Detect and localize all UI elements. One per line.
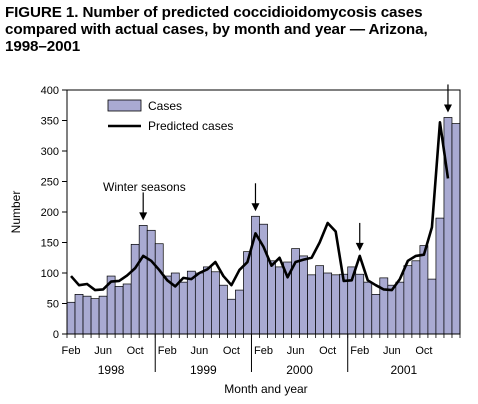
bar bbox=[363, 281, 373, 335]
bar bbox=[211, 271, 220, 335]
winter-arrows bbox=[139, 84, 452, 251]
bar bbox=[339, 273, 349, 335]
legend-cases-swatch bbox=[107, 99, 142, 112]
y-tick-label: 400 bbox=[41, 85, 59, 97]
bar bbox=[154, 243, 164, 335]
bar bbox=[403, 265, 413, 335]
bar bbox=[162, 275, 172, 335]
bar bbox=[451, 123, 461, 335]
year-label: 2001 bbox=[391, 363, 418, 377]
plot-frame bbox=[66, 89, 461, 335]
year-label: 2000 bbox=[286, 363, 313, 377]
bar bbox=[427, 278, 437, 335]
predicted-cases-line bbox=[70, 121, 450, 292]
arrow-head bbox=[251, 203, 260, 212]
bar bbox=[371, 294, 381, 335]
bar bbox=[307, 274, 316, 335]
y-tick-label: 0 bbox=[53, 329, 59, 341]
bar bbox=[138, 225, 148, 335]
bar bbox=[82, 295, 92, 335]
x-axis: Feb Jun Oct Feb Jun Oct Feb Jun Oct Feb Jun Oct1998… bbox=[62, 334, 461, 377]
legend-predicted-label: Predicted cases bbox=[148, 119, 233, 133]
month-tick-label: Feb bbox=[62, 345, 81, 357]
bar bbox=[122, 283, 132, 335]
month-tick-label: Jun bbox=[190, 345, 208, 357]
month-tick-label: Feb bbox=[158, 345, 177, 357]
bar bbox=[267, 260, 276, 335]
bar bbox=[435, 217, 445, 335]
arrow-head bbox=[443, 104, 452, 113]
bar bbox=[130, 243, 140, 335]
y-tick-label: 100 bbox=[41, 268, 59, 280]
bar bbox=[194, 272, 204, 335]
bar bbox=[379, 277, 389, 335]
year-label: 1998 bbox=[98, 363, 125, 377]
month-tick-label: Feb bbox=[350, 345, 369, 357]
arrow-head bbox=[139, 212, 148, 221]
y-tick-label: 200 bbox=[41, 207, 59, 219]
bar bbox=[202, 266, 212, 335]
bar bbox=[419, 245, 429, 335]
bar bbox=[227, 298, 236, 335]
y-tick-label: 150 bbox=[41, 238, 59, 250]
month-tick-label: Oct bbox=[127, 345, 144, 357]
legend-cases-label: Cases bbox=[148, 99, 182, 113]
bar bbox=[299, 255, 308, 335]
bar bbox=[98, 295, 108, 335]
bar bbox=[275, 266, 284, 335]
y-axis: 0 50 100 150 200 250 300 350 400 bbox=[41, 85, 67, 341]
y-axis-title: Number bbox=[9, 191, 23, 234]
bar bbox=[411, 260, 421, 335]
x-axis-title: Month and year bbox=[224, 382, 307, 396]
bar bbox=[323, 272, 333, 335]
bar bbox=[395, 281, 405, 335]
y-tick-label: 350 bbox=[41, 116, 59, 128]
y-tick-label: 250 bbox=[41, 177, 59, 189]
arrow-head bbox=[355, 242, 364, 251]
month-tick-label: Jun bbox=[383, 345, 401, 357]
month-tick-label: Oct bbox=[319, 345, 336, 357]
bar bbox=[387, 284, 397, 335]
bar bbox=[74, 294, 84, 335]
bar bbox=[146, 229, 156, 335]
legend: Cases Predicted cases bbox=[107, 99, 233, 133]
cases-bars bbox=[66, 117, 461, 335]
month-tick-label: Jun bbox=[94, 345, 112, 357]
month-tick-label: Jun bbox=[287, 345, 305, 357]
figure-title: FIGURE 1. Number of predicted coccidioid… bbox=[5, 4, 428, 55]
bar bbox=[114, 286, 124, 335]
bar bbox=[235, 289, 244, 335]
winter-seasons-annotation: Winter seasons bbox=[103, 180, 186, 194]
bar bbox=[186, 270, 196, 335]
year-label: 1999 bbox=[190, 363, 217, 377]
bar bbox=[315, 265, 325, 335]
bar bbox=[355, 273, 365, 335]
month-tick-label: Oct bbox=[223, 345, 240, 357]
bar bbox=[331, 274, 341, 335]
y-tick-label: 50 bbox=[47, 299, 59, 311]
bar bbox=[90, 298, 100, 335]
bar bbox=[66, 301, 76, 335]
month-tick-label: Oct bbox=[415, 345, 432, 357]
bar bbox=[178, 281, 188, 335]
bar bbox=[219, 284, 228, 335]
month-tick-label: Feb bbox=[254, 345, 273, 357]
y-tick-label: 300 bbox=[41, 146, 59, 158]
